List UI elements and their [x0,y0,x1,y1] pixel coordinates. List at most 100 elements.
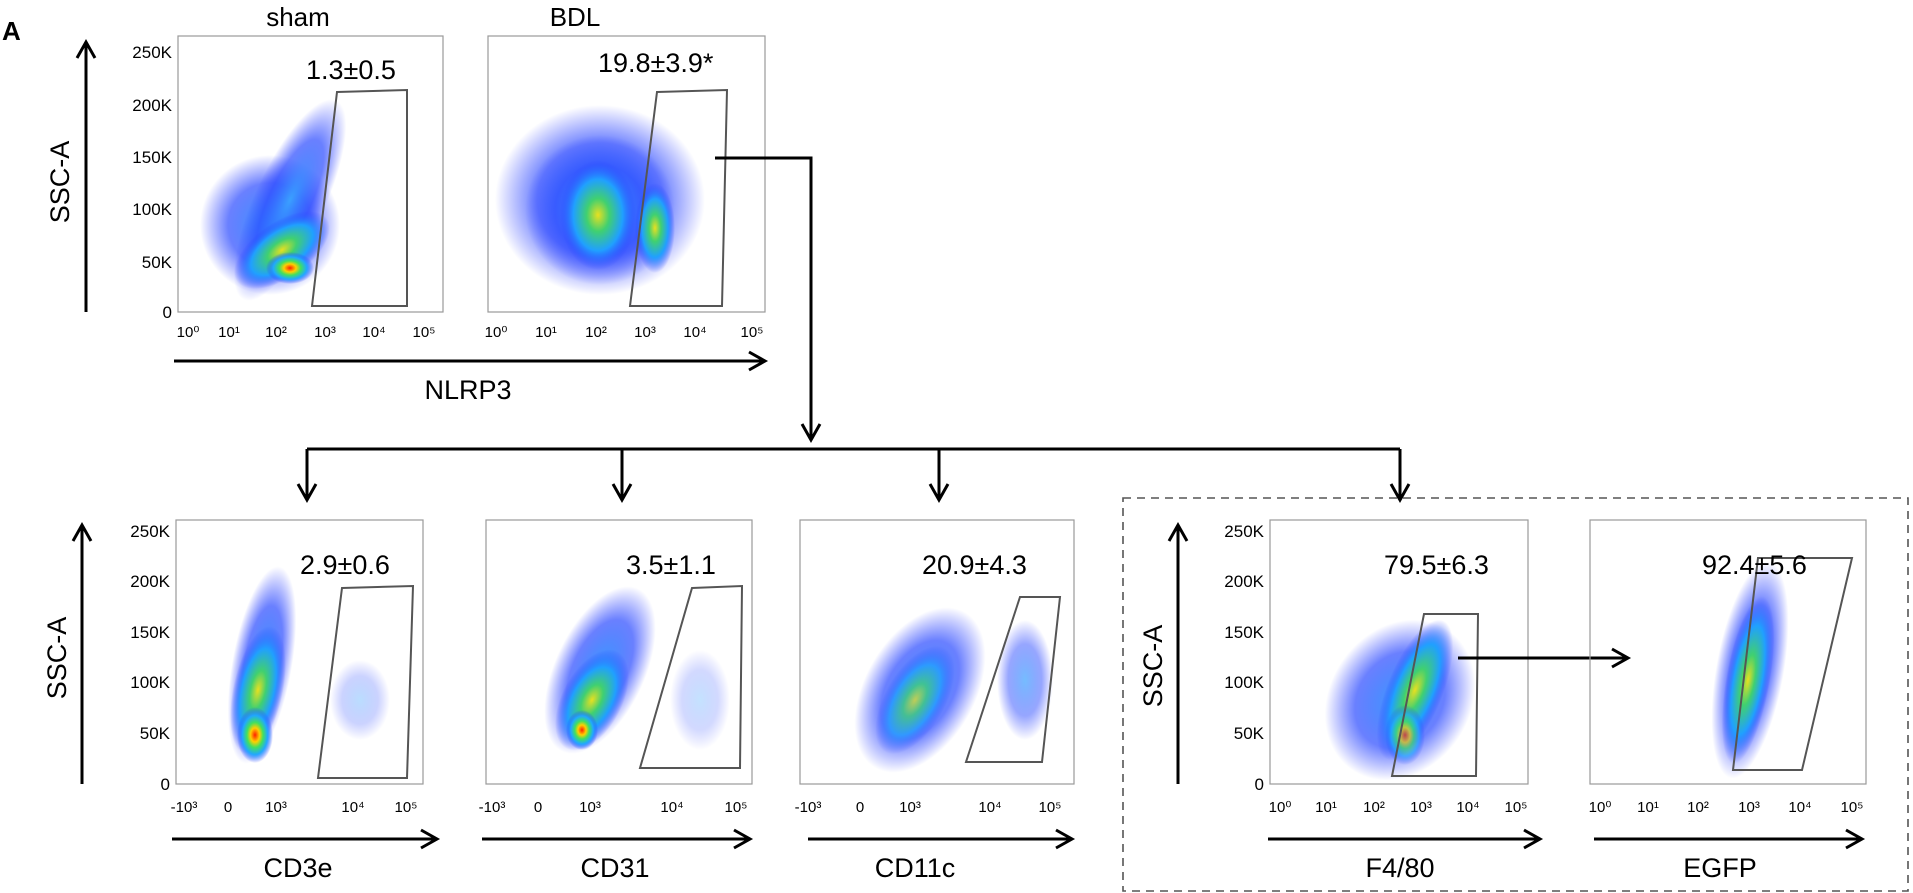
x-tick-labels: 10⁰ 10¹ 10² 10³ 10⁴ 10⁵ [485,324,764,341]
scatter-cloud [1324,619,1476,781]
panel-title-bdl: BDL [550,2,601,32]
y-tick-labels: 250K 200K 150K 100K 50K 0 [132,43,172,322]
gate-polygon [638,584,744,769]
x-tick-label: -10³ [171,799,198,816]
x-tick-label: 10² [585,324,607,341]
y-axis-label: SSC-A [1138,625,1168,708]
x-tick-label: 0 [224,799,232,816]
gate-percentage: 19.8±3.9* [598,48,714,78]
panel-cd11c: 20.9±4.3 -10³ 0 10³ 10⁴ 10⁵ CD11c [795,519,1076,883]
x-tick-label: 10¹ [1637,799,1659,816]
x-tick-label: 10⁰ [1269,799,1292,816]
x-tick-label: 10³ [1738,799,1760,816]
x-tick-label: 10³ [899,799,921,816]
x-tick-label: 10⁰ [177,324,200,341]
x-axis-label: EGFP [1683,853,1757,883]
y-tick-labels: 250K 200K 150K 100K 50K 0 [130,522,170,794]
x-tick-label: 10³ [579,799,601,816]
x-tick-label: -10³ [795,799,822,816]
gating-flow-arrows [296,156,1411,504]
gate-polygon [316,584,415,779]
x-tick-label: 10⁰ [1589,799,1612,816]
x-tick-labels: 10⁰ 10¹ 10² 10³ 10⁴ 10⁵ [177,324,436,341]
x-tick-label: 10³ [314,324,336,341]
y-tick-label: 100K [132,200,172,219]
panel-title-sham: sham [266,2,330,32]
panel-cd3e: 2.9±0.6 250K 200K 150K 100K 50K 0 -10³ 0… [42,519,441,883]
x-tick-label: 10⁵ [395,799,418,816]
x-tick-label: 10⁵ [1039,799,1062,816]
x-tick-label: 10² [1363,799,1385,816]
x-tick-label: 10⁴ [362,324,385,341]
y-tick-label: 0 [161,775,170,794]
plot-frame [1269,519,1529,785]
scatter-cloud [544,586,730,754]
x-tick-label: 10⁵ [1841,799,1864,816]
y-tick-label: 50K [140,724,171,743]
x-axis-label: F4/80 [1365,853,1434,883]
x-tick-label: -10³ [479,799,506,816]
x-tick-label: 10⁵ [741,324,764,341]
y-tick-label: 200K [130,572,170,591]
x-tick-label: 10⁴ [978,799,1001,816]
plot-frame [175,519,424,785]
x-tick-label: 10⁰ [485,324,508,341]
x-tick-label: 10³ [634,324,656,341]
x-tick-label: 10⁵ [413,324,436,341]
gate-percentage: 2.9±0.6 [300,550,390,580]
x-tick-labels: -10³ 0 10³ 10⁴ 10⁵ [795,799,1062,816]
gate-polygon [628,88,729,307]
gate-polygon [1390,613,1480,777]
plot-frame [1589,519,1867,785]
y-tick-label: 100K [1224,673,1264,692]
x-tick-label: 10² [265,324,287,341]
scatter-cloud [200,99,347,301]
x-tick-labels: -10³ 0 10³ 10⁴ 10⁵ [479,799,748,816]
x-tick-label: 10¹ [535,324,557,341]
x-axis-label: CD11c [875,853,956,883]
y-tick-label: 200K [1224,572,1264,591]
x-tick-label: 10⁵ [725,799,748,816]
x-axis-label: CD3e [263,853,332,883]
gate-percentage: 92.4±5.6 [1702,550,1807,580]
y-tick-label: 50K [1234,724,1265,743]
plot-frame [799,519,1075,785]
plot-frame [177,35,444,313]
y-tick-label: 200K [132,96,172,115]
gate-percentage: 3.5±1.1 [626,550,716,580]
y-axis-label: SSC-A [42,617,72,700]
x-tick-label: 10⁴ [1456,799,1479,816]
x-tick-label: 10³ [1410,799,1432,816]
flow-arrow-down [715,156,822,444]
gate-percentage: 79.5±6.3 [1384,550,1489,580]
x-tick-label: 10³ [265,799,287,816]
y-tick-label: 0 [163,303,172,322]
x-tick-label: 10⁴ [1788,799,1811,816]
x-axis-label: CD31 [580,853,649,883]
panel-bdl: 19.8±3.9* 10⁰ 10¹ 10² 10³ 10⁴ 10⁵ [485,35,766,341]
x-tick-label: 0 [534,799,542,816]
x-tick-label: 10¹ [218,324,240,341]
y-tick-label: 250K [130,522,170,541]
panel-f480: 79.5±6.3 250K 200K 150K 100K 50K 0 10⁰ 1… [1138,519,1632,883]
y-tick-label: 0 [1255,775,1264,794]
x-tick-label: 10² [1687,799,1709,816]
y-tick-label: 100K [130,673,170,692]
y-tick-label: 250K [1224,522,1264,541]
x-tick-label: 10⁴ [683,324,706,341]
x-tick-label: 10⁵ [1505,799,1528,816]
scatter-cloud [1711,561,1789,779]
y-tick-label: 250K [132,43,172,62]
y-tick-label: 150K [1224,623,1264,642]
x-tick-labels: 10⁰ 10¹ 10² 10³ 10⁴ 10⁵ [1269,799,1528,816]
x-tick-labels: -10³ 0 10³ 10⁴ 10⁵ [171,799,418,816]
plot-frame [487,35,766,313]
y-tick-label: 150K [130,623,170,642]
scatter-cloud [227,566,390,764]
panel-cd31: 3.5±1.1 -10³ 0 10³ 10⁴ 10⁵ CD31 [479,519,754,883]
scatter-cloud [854,607,1053,773]
figure-label: A [2,16,21,46]
gate-percentage: 20.9±4.3 [922,550,1027,580]
y-tick-labels: 250K 200K 150K 100K 50K 0 [1224,522,1264,794]
